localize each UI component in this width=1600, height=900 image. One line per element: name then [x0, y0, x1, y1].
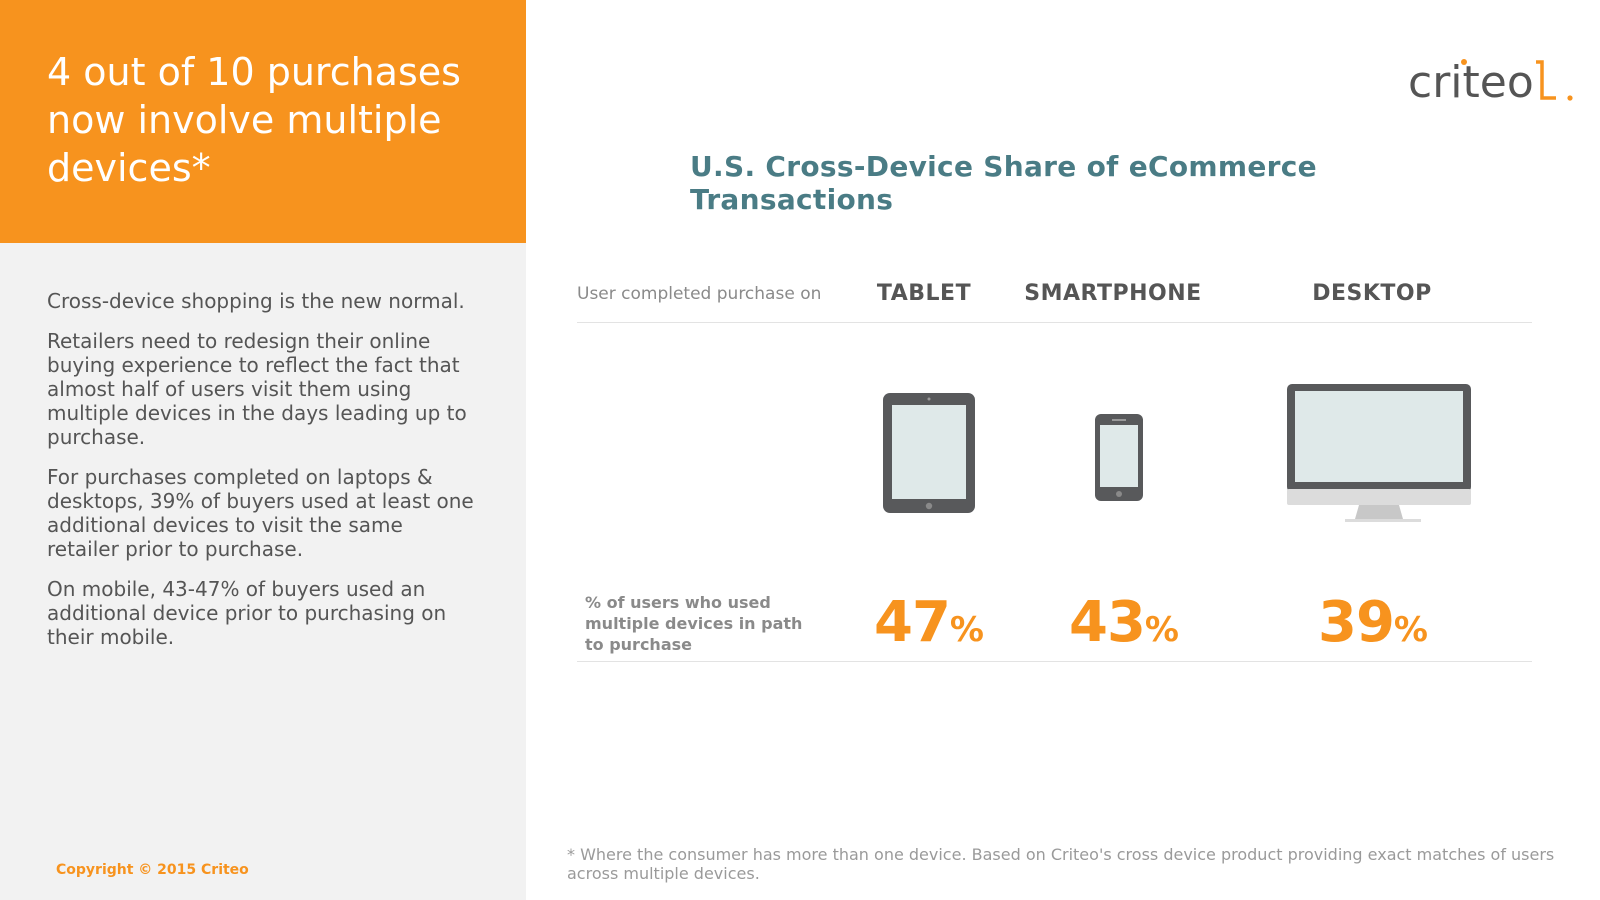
column-head-tablet: TABLET	[876, 281, 972, 306]
logo-mark	[1536, 60, 1556, 100]
logo-i-dot	[1461, 59, 1467, 65]
value-tablet-unit: %	[949, 610, 984, 650]
footnote: * Where the consumer has more than one d…	[567, 845, 1555, 883]
value-smartphone-unit: %	[1144, 610, 1179, 650]
value-desktop-unit: %	[1393, 610, 1428, 650]
smartphone-icon	[1095, 414, 1143, 501]
value-smartphone-number: 43	[1068, 590, 1146, 655]
headline: 4 out of 10 purchases now involve multip…	[47, 50, 461, 190]
logo-text: criteo	[1408, 57, 1534, 108]
value-desktop: 39%	[1273, 590, 1473, 655]
body-paragraph: Cross-device shopping is the new normal.	[47, 289, 465, 313]
body-text: Cross-device shopping is the new normal.…	[47, 289, 477, 665]
column-head-desktop: DESKTOP	[1312, 281, 1432, 306]
headline-box: 4 out of 10 purchases now involve multip…	[0, 0, 526, 243]
desktop-icon	[1287, 384, 1471, 522]
header-divider	[577, 322, 1532, 323]
body-paragraph: For purchases completed on laptops & des…	[47, 465, 474, 561]
tablet-icon	[883, 393, 975, 513]
logo-dot	[1567, 95, 1573, 101]
chart-title: U.S. Cross-Device Share of eCommerce Tra…	[690, 150, 1317, 216]
bottom-divider	[577, 661, 1532, 662]
copyright: Copyright © 2015 Criteo	[56, 862, 249, 878]
column-head-smartphone: SMARTPHONE	[1024, 281, 1202, 306]
body-paragraph: On mobile, 43-47% of buyers used an addi…	[47, 577, 447, 649]
value-tablet: 47%	[829, 590, 1029, 655]
row-label: % of users who used multiple devices in …	[585, 593, 803, 654]
criteo-logo: criteo	[1408, 57, 1573, 108]
value-tablet-number: 47	[873, 590, 951, 655]
header-label: User completed purchase on	[577, 284, 822, 304]
body-paragraph: Retailers need to redesign their online …	[47, 329, 467, 449]
value-desktop-number: 39	[1317, 590, 1395, 655]
value-smartphone: 43%	[1024, 590, 1224, 655]
